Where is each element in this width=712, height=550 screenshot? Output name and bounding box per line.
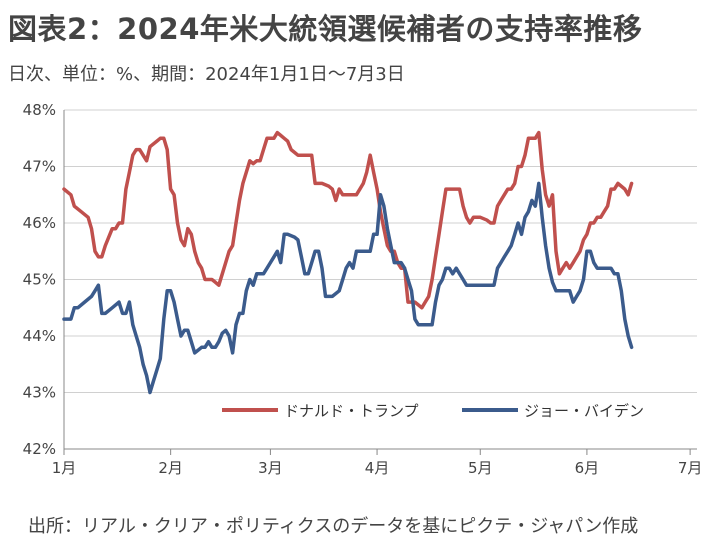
y-tick-label: 45% (23, 271, 56, 289)
x-tick-label: 5月 (468, 459, 493, 477)
x-tick-label: 4月 (365, 459, 390, 477)
series-lines (62, 130, 634, 395)
series-line-biden (62, 181, 634, 395)
series-line-trump (62, 130, 634, 310)
line-chart: 42% 43% 44% 45% 46% 47% 48% 1月 2月 3月 4月 5月 6月 7月 ドナル… (23, 101, 703, 477)
chart-title: 図表2：2024年米大統領選候補者の支持率推移 (8, 12, 643, 46)
x-axis: 1月 2月 3月 4月 5月 6月 7月 (52, 110, 703, 477)
y-tick-label: 43% (23, 384, 56, 402)
y-tick-label: 42% (23, 440, 56, 458)
x-tick-label: 1月 (52, 459, 77, 477)
y-axis-ticks: 42% 43% 44% 45% 46% 47% 48% (23, 101, 56, 458)
chart-subtitle: 日次、単位：%、期間：2024年1月1日～7月3日 (8, 64, 405, 85)
y-tick-label: 46% (23, 214, 56, 232)
y-tick-label: 44% (23, 327, 56, 345)
source-note: 出所：リアル・クリア・ポリティクスのデータを基にピクテ・ジャパン作成 (28, 516, 639, 537)
x-tick-label: 7月 (678, 459, 703, 477)
legend: ドナルド・トランプ ジョー・バイデン (222, 402, 644, 420)
legend-label: ドナルド・トランプ (284, 402, 419, 420)
y-tick-label: 48% (23, 101, 56, 119)
gridlines (64, 109, 697, 450)
x-tick-label: 3月 (258, 459, 283, 477)
x-tick-label: 2月 (158, 459, 183, 477)
x-tick-label: 6月 (575, 459, 600, 477)
legend-label: ジョー・バイデン (524, 402, 644, 420)
y-tick-label: 47% (23, 158, 56, 176)
